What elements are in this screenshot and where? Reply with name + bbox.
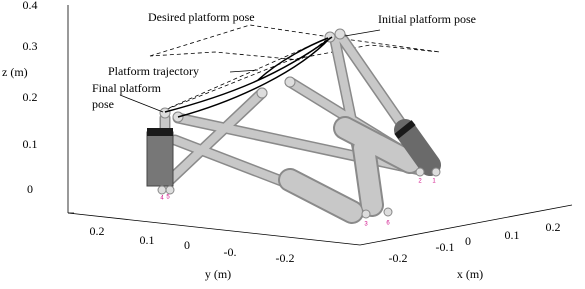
y-tick-label: -0.2 <box>276 251 295 265</box>
z-tick-label: 0.1 <box>23 137 38 151</box>
leg-number: 4 <box>160 196 164 202</box>
z-tick-label: 0.4 <box>23 0 38 12</box>
x-tick-label: 0 <box>465 234 471 248</box>
y-axis-label: y (m) <box>205 267 231 281</box>
z-tick-label: 0.3 <box>23 39 38 53</box>
robot <box>147 29 440 218</box>
z-axis-label: z (m) <box>2 65 28 79</box>
leg-number: 5 <box>166 195 170 201</box>
leg-number: 1 <box>432 179 436 185</box>
x-tick-label: 0.2 <box>546 220 561 234</box>
x-axis-label: x (m) <box>457 267 483 281</box>
figure: 0.4 0.3 0.2 0.1 0 z (m) 0.2 0.1 0 -0. -0.2 y (m) -0.… <box>0 0 585 289</box>
z-tick-label: 0 <box>27 182 33 196</box>
leg-number: 3 <box>364 222 368 228</box>
annotation: Platform trajectory <box>108 64 199 78</box>
x-tick-label: 0.1 <box>505 228 520 242</box>
x-tick-label: -0.2 <box>389 251 408 265</box>
annotation: Initial platform pose <box>378 12 476 26</box>
y-tick-label: -0. <box>224 245 237 259</box>
y-tick-label: 0.1 <box>140 233 155 247</box>
y-tick-label: 0 <box>184 238 190 252</box>
z-tick-label: 0.2 <box>23 90 38 104</box>
leg-number: 2 <box>418 179 422 185</box>
y-tick-label: 0.2 <box>90 224 105 238</box>
desired-pose <box>150 25 330 60</box>
annotation: Desired platform pose <box>148 10 255 24</box>
x-tick-label: -0.1 <box>436 240 455 254</box>
leg-number: 6 <box>386 221 390 227</box>
